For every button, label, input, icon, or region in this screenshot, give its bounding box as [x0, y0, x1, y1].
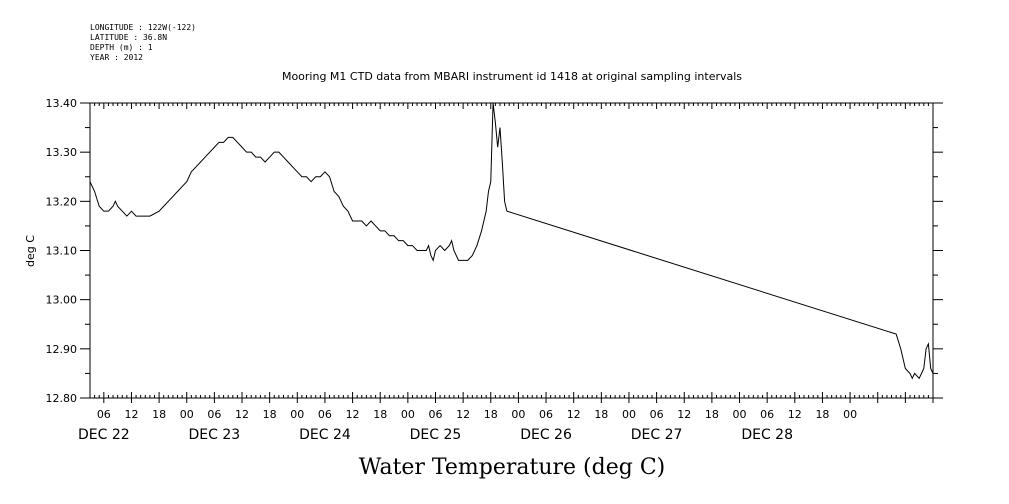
x-hour-label: 12	[235, 408, 249, 421]
x-hour-label: 00	[401, 408, 415, 421]
x-hour-label: 18	[815, 408, 829, 421]
x-hour-label: 12	[346, 408, 360, 421]
x-hour-label: 18	[705, 408, 719, 421]
y-tick-label: 12.80	[46, 392, 78, 405]
x-hour-label: 06	[318, 408, 332, 421]
x-hour-label: 00	[290, 408, 304, 421]
meta-longitude: LONGITUDE : 122W(-122)	[90, 23, 196, 32]
x-day-label: DEC 26	[520, 427, 572, 443]
chart-title: Mooring M1 CTD data from MBARI instrumen…	[282, 70, 742, 83]
x-hour-label: 12	[567, 408, 581, 421]
x-hour-labels: 06 12 18 00 06 12 18 00 06 12 18 00 06 12 18 00 06 12 18 00…	[97, 408, 857, 421]
meta-latitude: LATITUDE : 36.8N	[90, 33, 167, 42]
x-day-label: DEC 24	[299, 427, 351, 443]
x-hour-label: 06	[97, 408, 111, 421]
y-tick-label: 13.20	[46, 195, 78, 208]
x-hour-label: 06	[760, 408, 774, 421]
x-hour-label: 18	[594, 408, 608, 421]
x-hour-label: 12	[456, 408, 470, 421]
y-tick-label: 13.30	[46, 146, 78, 159]
x-hour-label: 00	[733, 408, 747, 421]
y-tick-label: 13.10	[46, 245, 78, 258]
y-tick-label: 13.00	[46, 294, 78, 307]
x-hour-label: 18	[484, 408, 498, 421]
x-hour-label: 18	[373, 408, 387, 421]
axis-ticks	[80, 102, 943, 403]
y-tick-label: 12.90	[46, 343, 78, 356]
x-hour-label: 12	[788, 408, 802, 421]
x-hour-label: 00	[180, 408, 194, 421]
plot-frame	[89, 102, 934, 399]
x-hour-label: 06	[650, 408, 664, 421]
x-day-label: DEC 25	[410, 427, 462, 443]
x-hour-label: 12	[677, 408, 691, 421]
x-hour-label: 00	[511, 408, 525, 421]
y-tick-label: 13.40	[46, 97, 78, 110]
x-hour-label: 06	[428, 408, 442, 421]
x-hour-label: 06	[539, 408, 553, 421]
x-hour-label: 00	[622, 408, 636, 421]
meta-depth: DEPTH (m) : 1	[90, 43, 153, 52]
series-line-water-temperature	[89, 102, 934, 380]
y-tick-labels: 13.40 13.30 13.20 13.10 13.00 12.90 12.80	[46, 97, 78, 405]
x-hour-label: 00	[843, 408, 857, 421]
x-day-labels: DEC 22 DEC 23 DEC 24 DEC 25 DEC 26 DEC 27 DEC …	[78, 427, 793, 443]
x-axis-label: Water Temperature (deg C)	[359, 455, 666, 480]
x-day-label: DEC 22	[78, 427, 130, 443]
meta-year: YEAR : 2012	[90, 53, 143, 62]
x-hour-label: 18	[152, 408, 166, 421]
x-hour-label: 06	[207, 408, 221, 421]
x-hour-label: 12	[124, 408, 138, 421]
x-hour-label: 18	[263, 408, 277, 421]
metadata-block: LONGITUDE : 122W(-122) LATITUDE : 36.8N …	[90, 23, 196, 62]
x-day-label: DEC 23	[189, 427, 241, 443]
x-day-label: DEC 28	[741, 427, 793, 443]
y-axis-label: deg C	[24, 235, 37, 267]
x-day-label: DEC 27	[631, 427, 683, 443]
